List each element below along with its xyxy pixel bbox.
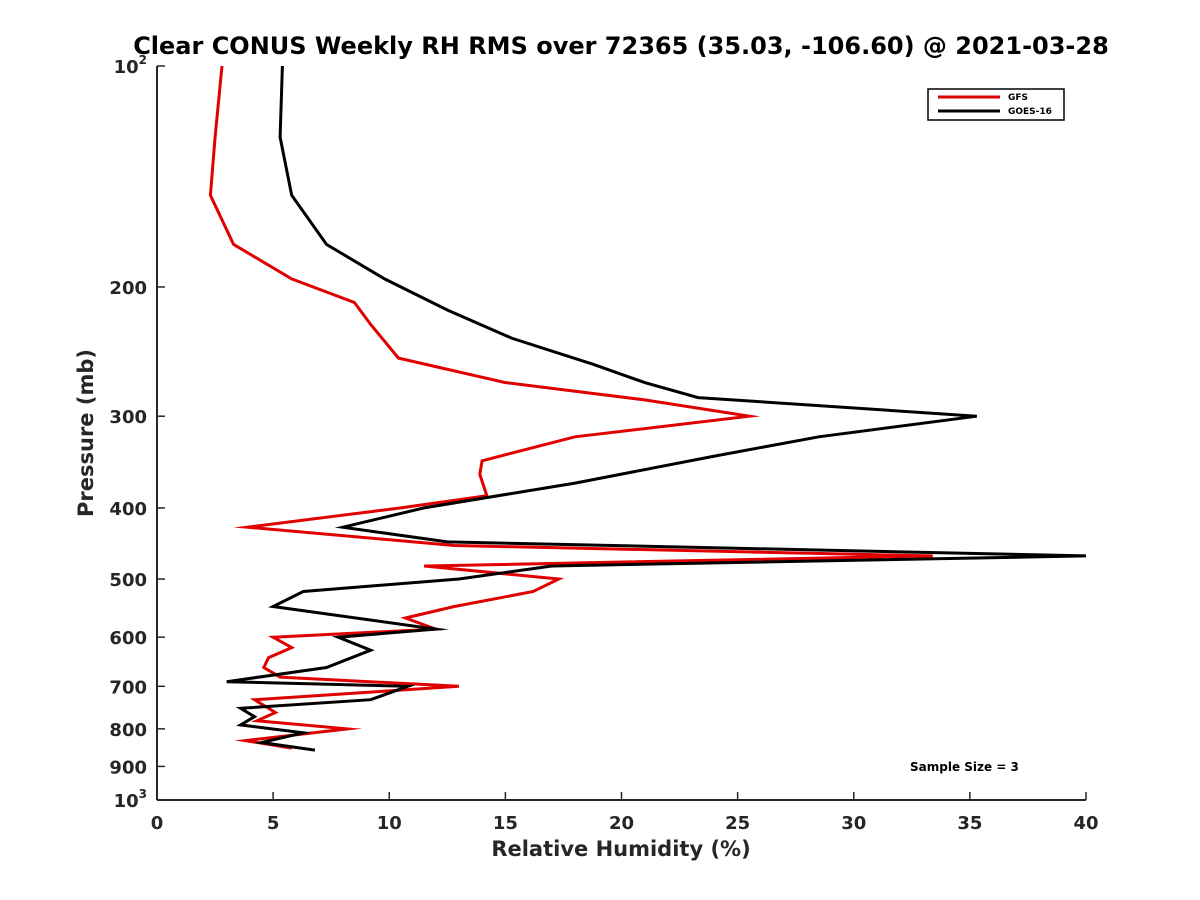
plot-axes xyxy=(156,66,1086,801)
y-tick-label: 700 xyxy=(109,677,147,698)
y-axis-label: Pressure (mb) xyxy=(74,349,98,517)
x-tick-label: 40 xyxy=(1073,813,1098,834)
chart-title: Clear CONUS Weekly RH RMS over 72365 (35… xyxy=(133,32,1109,60)
series-line-goes16 xyxy=(226,65,1087,752)
x-tick-label: 0 xyxy=(151,813,164,834)
y-tick-label: 900 xyxy=(109,757,147,778)
legend-label-gfs: GFS xyxy=(1008,93,1028,103)
x-tick-label: 25 xyxy=(725,813,750,834)
y-tick-exponent: 2 xyxy=(139,53,147,67)
legend-box xyxy=(927,88,1065,121)
sample-size-annotation: Sample Size = 3 xyxy=(910,760,1019,774)
x-tick-label: 30 xyxy=(841,813,866,834)
x-tick-label: 5 xyxy=(267,813,280,834)
legend-label-goes16: GOES-16 xyxy=(1008,107,1052,117)
y-tick-label: 400 xyxy=(109,499,147,520)
y-tick-label: 102 xyxy=(114,53,147,78)
series-layer xyxy=(208,65,1087,752)
x-axis-label: Relative Humidity (%) xyxy=(491,837,750,861)
x-ticks: 0 5 10 15 20 25 30 35 40 xyxy=(151,792,1099,834)
x-tick-label: 35 xyxy=(957,813,982,834)
y-tick-label: 200 xyxy=(109,278,147,299)
y-tick-label: 103 xyxy=(114,787,147,812)
series-line-gfs xyxy=(208,65,933,750)
y-tick-label: 500 xyxy=(109,570,147,591)
x-tick-label: 10 xyxy=(377,813,402,834)
x-tick-label: 15 xyxy=(493,813,518,834)
legend: GFS GOES-16 xyxy=(927,88,1065,121)
y-tick-base: 10 xyxy=(114,791,139,812)
y-tick-label: 300 xyxy=(109,407,147,428)
y-tick-exponent: 3 xyxy=(139,787,147,801)
y-tick-label: 600 xyxy=(109,628,147,649)
y-tick-label: 800 xyxy=(109,720,147,741)
y-tick-base: 10 xyxy=(114,57,139,78)
x-tick-label: 20 xyxy=(609,813,634,834)
